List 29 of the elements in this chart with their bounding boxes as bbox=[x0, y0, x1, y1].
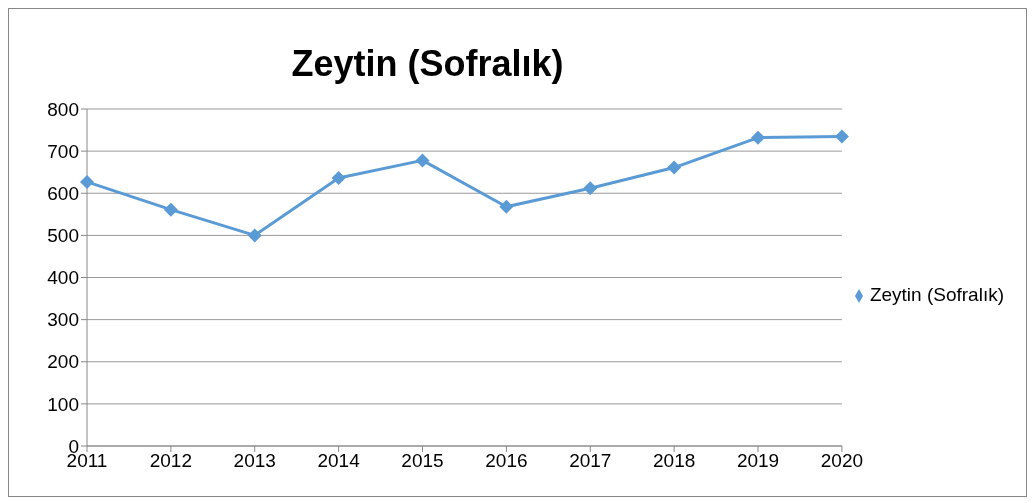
point bbox=[583, 181, 598, 196]
point bbox=[80, 174, 94, 189]
point bbox=[163, 202, 178, 217]
y-tick-label: 600 bbox=[47, 182, 79, 204]
point bbox=[751, 130, 766, 145]
x-tick-label: 2016 bbox=[485, 450, 528, 472]
chart-title: Zeytin (Sofralık) bbox=[290, 42, 565, 86]
x-tick-label: 2017 bbox=[569, 450, 612, 472]
point bbox=[834, 129, 849, 144]
x-tick-label: 2013 bbox=[233, 450, 276, 472]
x-tick-label: 2015 bbox=[401, 450, 444, 472]
y-tick-label: 500 bbox=[47, 225, 79, 247]
point bbox=[499, 199, 514, 214]
x-tick-label: 2018 bbox=[653, 450, 696, 472]
point bbox=[415, 153, 430, 168]
point bbox=[667, 160, 682, 175]
y-tick-label: 100 bbox=[47, 393, 79, 415]
x-tick-label: 2020 bbox=[820, 450, 864, 472]
y-tick-label: 300 bbox=[47, 309, 79, 331]
x-tick-label: 2014 bbox=[317, 450, 361, 472]
y-tick-label: 400 bbox=[47, 267, 79, 289]
y-tick-label: 800 bbox=[47, 98, 79, 120]
x-tick-label: 2019 bbox=[736, 450, 780, 472]
legend-label: Zeytin (Sofralık) bbox=[869, 284, 1004, 305]
y-tick-label: 200 bbox=[47, 351, 79, 373]
point bbox=[247, 228, 262, 243]
y-tick-label: 700 bbox=[47, 140, 79, 162]
point bbox=[331, 171, 346, 186]
x-tick-label: 2012 bbox=[149, 450, 193, 472]
